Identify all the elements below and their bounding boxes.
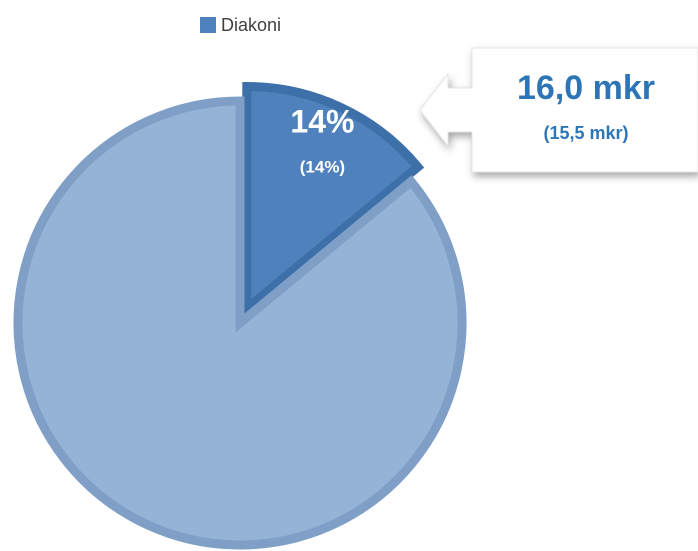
legend-label: Diakoni	[221, 15, 281, 35]
data-label: 14%	[290, 103, 354, 139]
callout-subtext: (15,5 mkr)	[543, 123, 628, 143]
callout	[419, 47, 698, 173]
callout-box	[419, 47, 698, 173]
pie-slice	[242, 82, 425, 319]
legend-swatch	[200, 17, 216, 33]
callout-text: 16,0 mkr	[517, 69, 655, 107]
pie-slice	[13, 96, 467, 550]
data-sublabel: (14%)	[300, 157, 345, 176]
legend: Diakoni	[200, 15, 281, 35]
pie	[13, 82, 467, 550]
